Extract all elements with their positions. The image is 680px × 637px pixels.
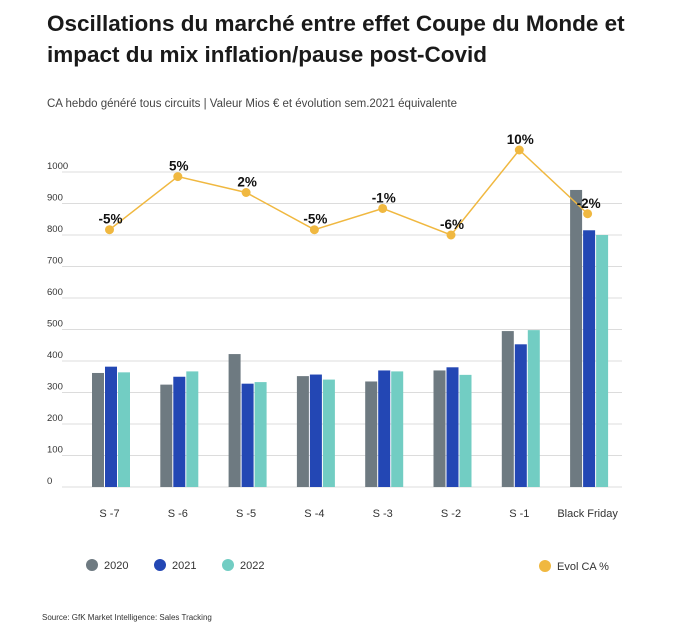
chart-subtitle: CA hebdo généré tous circuits | Valeur M… (47, 98, 457, 110)
x-axis-labels: S -7 S -6 S -5 S -4 S -3 S -2 S -1 Black Friday (99, 508, 618, 520)
legend: 2020 2021 2022 Evol CA % (86, 559, 609, 573)
evol-point (309, 225, 319, 235)
bar-2021-7 (583, 230, 596, 487)
legend-marker-evol (539, 560, 551, 572)
y-tick-label: 300 (47, 382, 63, 393)
bar-2020-5 (433, 370, 446, 487)
bar-2022-7 (596, 235, 609, 487)
category-label: S -7 (99, 508, 119, 520)
bar-2020-6 (501, 331, 514, 487)
bar-2020-4 (365, 381, 378, 487)
chart-title: Oscillations du marché entre effet Coupe… (47, 11, 625, 67)
bar-2021-5 (446, 367, 459, 487)
legend-marker-2020 (86, 559, 98, 571)
evol-point (514, 145, 524, 155)
bar-2021-0 (105, 366, 117, 487)
evol-data-label: -2% (577, 196, 601, 211)
legend-label: 2021 (172, 560, 196, 572)
evol-point (446, 230, 456, 240)
evol-line: -5% 5% 2% -5% -1% -6% 10% -2% (98, 132, 601, 240)
evol-data-label: 10% (507, 132, 534, 147)
legend-label: 2020 (104, 560, 128, 572)
legend-label: 2022 (240, 560, 264, 572)
y-axis-ticks: 0 100 200 300 400 500 600 700 800 900 1000 (47, 161, 68, 487)
evol-data-label: -6% (440, 217, 464, 232)
bar-2022-4 (391, 371, 404, 487)
bar-2022-0 (118, 372, 130, 487)
bars (92, 189, 609, 487)
evol-point (105, 225, 114, 235)
y-tick-label: 0 (47, 476, 52, 487)
category-label: S -2 (441, 508, 461, 520)
y-tick-label: 200 (47, 413, 63, 424)
category-label: Black Friday (557, 508, 618, 520)
category-label: S -1 (509, 508, 529, 520)
bar-2021-2 (241, 383, 254, 487)
bar-2022-2 (254, 382, 267, 487)
evol-data-label: -5% (98, 212, 122, 227)
evol-data-label: -5% (303, 212, 327, 227)
evol-point (173, 172, 183, 182)
evol-data-label: 5% (169, 159, 189, 174)
evol-data-label: 2% (237, 175, 257, 190)
bar-2020-0 (92, 372, 104, 487)
evol-point (378, 203, 388, 213)
category-label: S -5 (236, 508, 256, 520)
evol-line-path (109, 148, 589, 236)
y-tick-label: 100 (47, 445, 63, 456)
legend-label: Evol CA % (557, 561, 609, 573)
source-note: Source: GfK Market Intelligence: Sales T… (42, 613, 212, 622)
legend-marker-2021 (154, 559, 166, 571)
category-label: S -6 (168, 508, 188, 520)
bar-2022-1 (186, 371, 199, 487)
y-tick-label: 600 (47, 287, 63, 298)
category-label: S -4 (304, 508, 324, 520)
bar-2020-2 (228, 354, 241, 487)
y-tick-label: 500 (47, 319, 63, 330)
bar-2020-3 (296, 376, 309, 487)
evol-point (583, 209, 593, 219)
evol-data-label: -1% (372, 190, 396, 205)
bar-2021-3 (309, 374, 322, 487)
bar-2021-6 (514, 344, 527, 487)
evol-point (241, 188, 251, 197)
y-tick-label: 900 (47, 193, 63, 204)
bar-2020-7 (570, 189, 583, 487)
y-tick-label: 1000 (47, 161, 68, 172)
bar-2022-5 (459, 374, 472, 487)
bar-2020-1 (160, 384, 173, 487)
y-tick-label: 400 (47, 350, 63, 361)
category-label: S -3 (373, 508, 393, 520)
y-tick-label: 700 (47, 256, 63, 267)
bar-2021-1 (173, 376, 186, 487)
y-tick-label: 800 (47, 224, 63, 235)
legend-marker-2022 (222, 559, 234, 571)
bar-2021-4 (378, 370, 391, 487)
bar-2022-3 (322, 379, 335, 487)
bar-2022-6 (527, 330, 540, 487)
